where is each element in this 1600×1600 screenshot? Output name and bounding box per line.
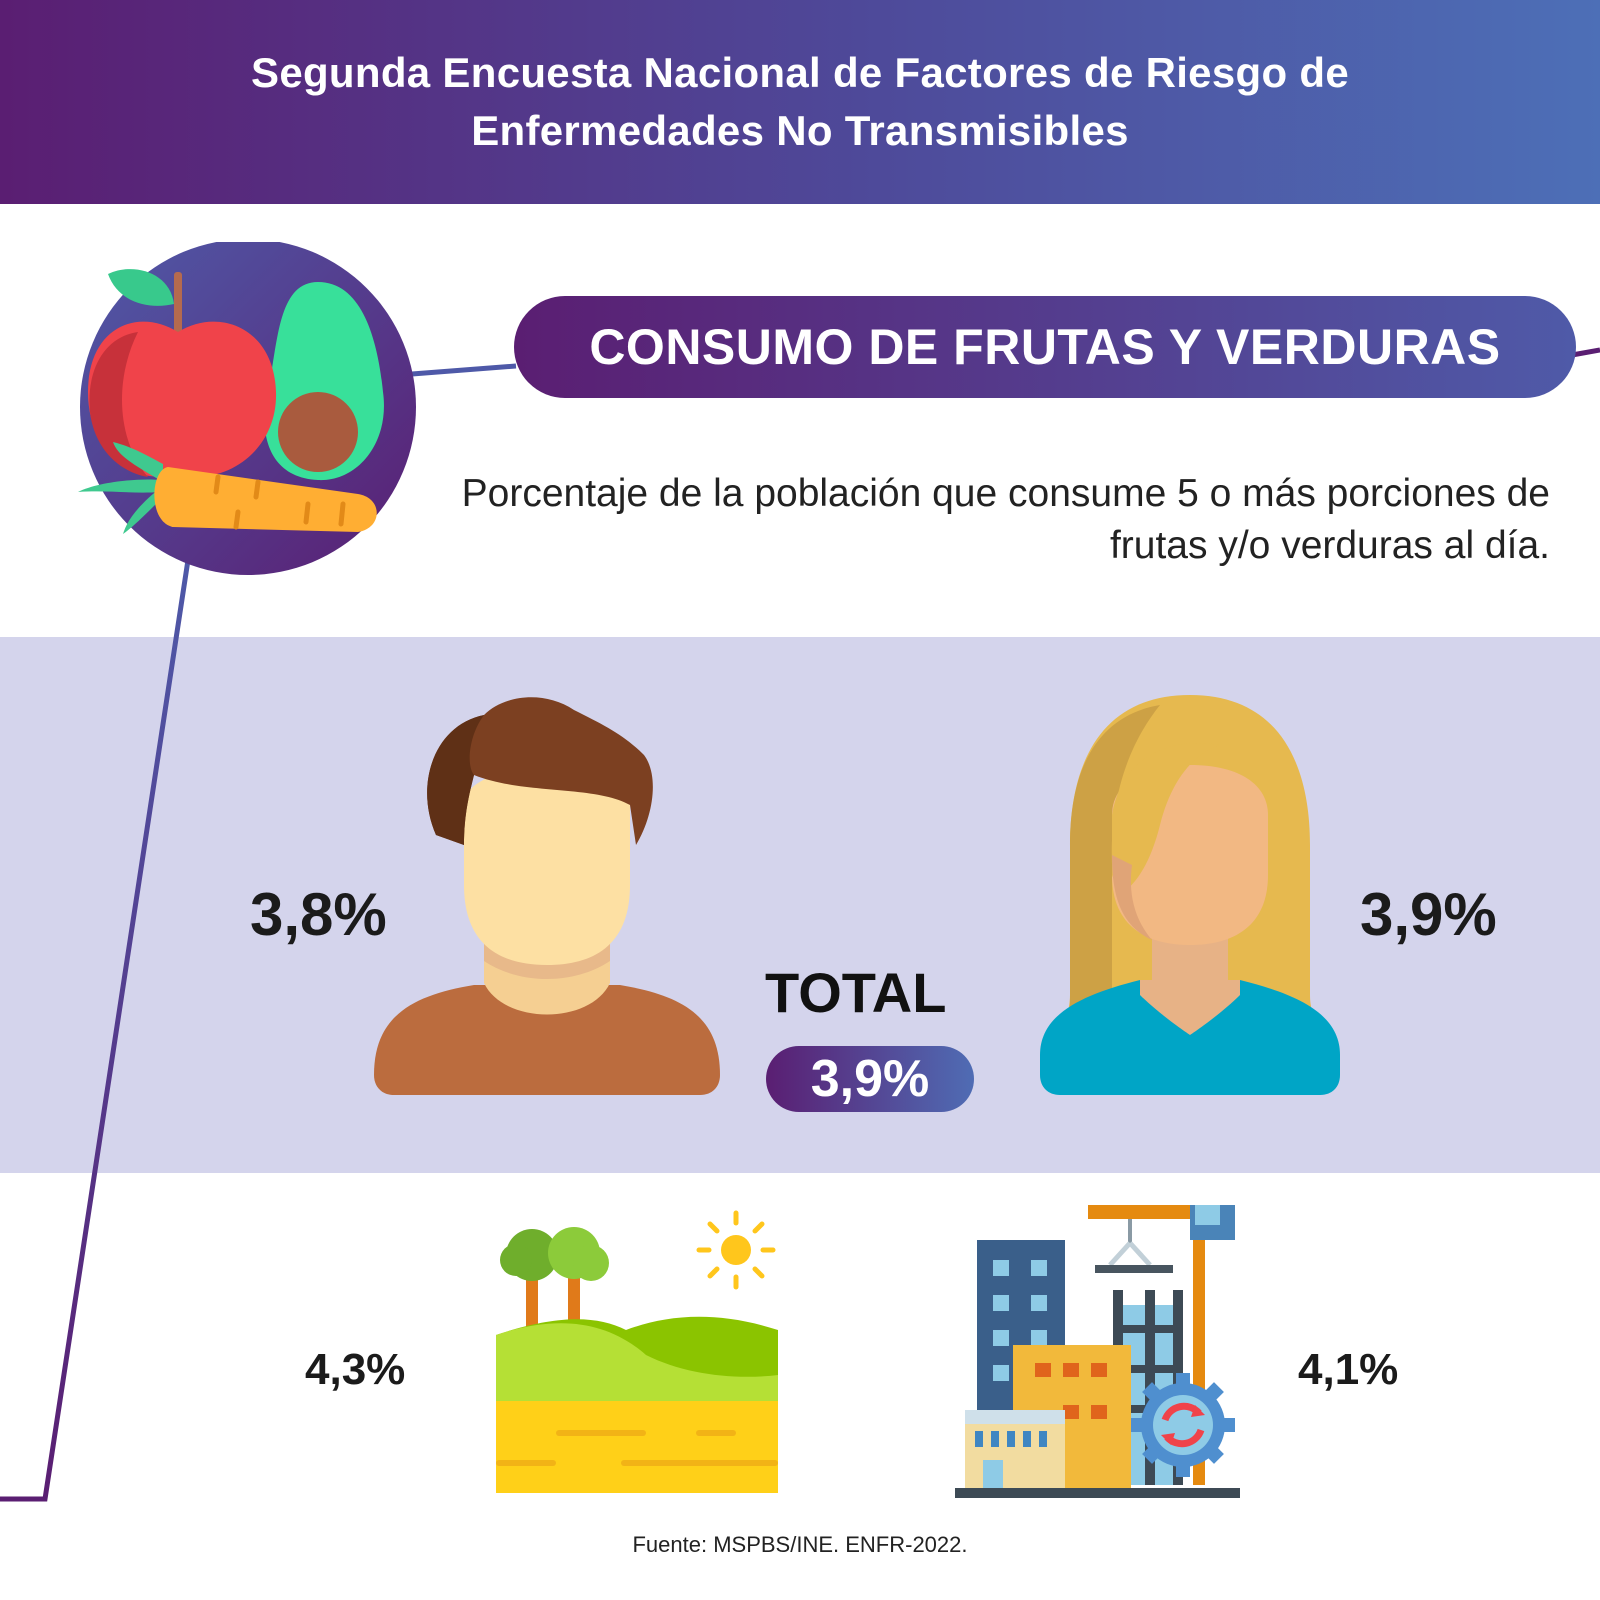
section-subtitle: Porcentaje de la población que consume 5… xyxy=(461,472,1550,567)
source-footnote: Fuente: MSPBS/INE. ENFR-2022. xyxy=(632,1532,968,1557)
woman-avatar-icon xyxy=(1040,695,1340,1095)
rural-percentage: 4,3% xyxy=(305,1345,406,1394)
city-icon xyxy=(955,1205,1240,1498)
total-percentage: 3,9% xyxy=(810,1050,930,1108)
header-banner: Segunda Encuesta Nacional de Factores de… xyxy=(0,0,1600,204)
page-title: Segunda Encuesta Nacional de Factores de… xyxy=(251,49,1349,154)
female-percentage: 3,9% xyxy=(1360,881,1497,948)
fruits-vegetables-icon xyxy=(78,242,416,575)
total-label: TOTAL xyxy=(765,961,947,1024)
man-avatar-icon xyxy=(374,697,720,1095)
section-title-pill: CONSUMO DE FRUTAS Y VERDURAS xyxy=(514,296,1576,398)
total-pill: 3,9% xyxy=(766,1046,974,1112)
countryside-icon xyxy=(496,1210,778,1493)
male-percentage: 3,8% xyxy=(250,881,387,948)
urban-percentage: 4,1% xyxy=(1298,1345,1399,1394)
section-title: CONSUMO DE FRUTAS Y VERDURAS xyxy=(589,319,1501,375)
